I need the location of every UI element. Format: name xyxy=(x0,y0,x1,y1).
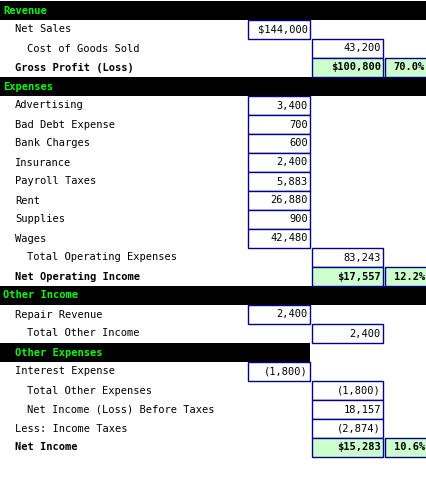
Text: (2,874): (2,874) xyxy=(337,423,380,433)
Bar xyxy=(248,191,309,210)
Text: Net Income (Loss) Before Taxes: Net Income (Loss) Before Taxes xyxy=(27,405,214,415)
Bar xyxy=(384,267,426,286)
Text: Net Operating Income: Net Operating Income xyxy=(15,272,140,281)
Bar xyxy=(248,20,309,39)
Text: Other Expenses: Other Expenses xyxy=(15,348,102,358)
Bar xyxy=(248,115,309,134)
Text: Net Sales: Net Sales xyxy=(15,24,71,35)
Text: Revenue: Revenue xyxy=(3,5,46,15)
Text: Insurance: Insurance xyxy=(15,157,71,168)
Text: $100,800: $100,800 xyxy=(330,62,380,72)
Text: Gross Profit (Loss): Gross Profit (Loss) xyxy=(15,62,133,72)
Text: 600: 600 xyxy=(288,139,307,148)
Text: $17,557: $17,557 xyxy=(337,272,380,281)
Text: 3,400: 3,400 xyxy=(276,100,307,110)
Bar xyxy=(311,267,382,286)
Bar xyxy=(311,324,382,343)
Text: 5,883: 5,883 xyxy=(276,177,307,187)
Bar xyxy=(248,305,309,324)
Text: Rent: Rent xyxy=(15,195,40,205)
Text: 42,480: 42,480 xyxy=(270,233,307,243)
Text: Wages: Wages xyxy=(15,233,46,243)
Text: 43,200: 43,200 xyxy=(343,44,380,53)
Text: $15,283: $15,283 xyxy=(337,443,380,453)
Text: Expenses: Expenses xyxy=(3,82,53,92)
Bar xyxy=(311,381,382,400)
Text: Supplies: Supplies xyxy=(15,215,65,225)
Text: Payroll Taxes: Payroll Taxes xyxy=(15,177,96,187)
Text: 10.6%: 10.6% xyxy=(393,443,424,453)
Text: 83,243: 83,243 xyxy=(343,252,380,263)
Bar xyxy=(311,419,382,438)
Bar xyxy=(248,172,309,191)
Text: Bank Charges: Bank Charges xyxy=(15,139,90,148)
Bar xyxy=(0,343,309,362)
Text: Cost of Goods Sold: Cost of Goods Sold xyxy=(27,44,139,53)
Text: 2,400: 2,400 xyxy=(276,310,307,320)
Bar xyxy=(311,248,382,267)
Text: (1,800): (1,800) xyxy=(337,385,380,396)
Text: Interest Expense: Interest Expense xyxy=(15,367,115,376)
Bar xyxy=(248,96,309,115)
Text: Total Operating Expenses: Total Operating Expenses xyxy=(27,252,177,263)
Bar xyxy=(311,39,382,58)
Text: Bad Debt Expense: Bad Debt Expense xyxy=(15,120,115,130)
Text: Less: Income Taxes: Less: Income Taxes xyxy=(15,423,127,433)
Text: 26,880: 26,880 xyxy=(270,195,307,205)
Text: Repair Revenue: Repair Revenue xyxy=(15,310,102,320)
Bar xyxy=(384,58,426,77)
Text: 12.2%: 12.2% xyxy=(393,272,424,281)
Text: Total Other Expenses: Total Other Expenses xyxy=(27,385,152,396)
Bar xyxy=(311,58,382,77)
Text: Other Income: Other Income xyxy=(3,290,78,300)
Text: 700: 700 xyxy=(288,120,307,130)
Text: 2,400: 2,400 xyxy=(349,328,380,338)
Text: (1,800): (1,800) xyxy=(264,367,307,376)
Bar xyxy=(0,1,426,20)
Bar xyxy=(248,153,309,172)
Text: $144,000: $144,000 xyxy=(257,24,307,35)
Text: 18,157: 18,157 xyxy=(343,405,380,415)
Bar xyxy=(311,438,382,457)
Bar xyxy=(248,362,309,381)
Bar xyxy=(384,438,426,457)
Bar xyxy=(248,134,309,153)
Text: 70.0%: 70.0% xyxy=(393,62,424,72)
Bar xyxy=(248,229,309,248)
Bar xyxy=(311,400,382,419)
Text: 900: 900 xyxy=(288,215,307,225)
Text: Advertising: Advertising xyxy=(15,100,83,110)
Text: Total Other Income: Total Other Income xyxy=(27,328,139,338)
Text: Net Income: Net Income xyxy=(15,443,77,453)
Text: 2,400: 2,400 xyxy=(276,157,307,168)
Bar xyxy=(0,77,426,96)
Bar xyxy=(248,210,309,229)
Bar xyxy=(0,286,426,305)
